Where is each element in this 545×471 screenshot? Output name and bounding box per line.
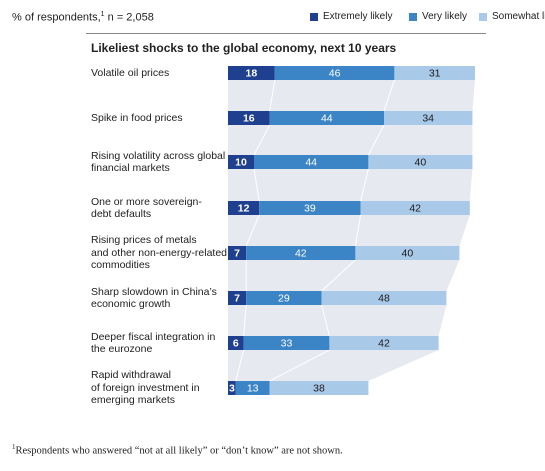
category-label-line: debt defaults xyxy=(91,208,152,220)
bar-segment xyxy=(228,291,247,305)
category-label-line: economic growth xyxy=(91,298,171,310)
legend-swatch xyxy=(479,12,487,21)
category-label-line: One or more sovereign- xyxy=(91,195,202,208)
category-label: Sharp slowdown in China’s economic growth xyxy=(91,286,231,311)
legend-item-very-likely: Very likely xyxy=(409,11,467,22)
category-label-line: financial markets xyxy=(91,162,170,174)
category-label-line: Spike in food prices xyxy=(91,111,183,124)
data-label: 34 xyxy=(422,113,434,125)
data-label: 48 xyxy=(378,293,390,305)
data-label: 18 xyxy=(246,68,258,80)
data-label: 38 xyxy=(313,383,325,395)
data-label: 3 xyxy=(229,383,235,395)
bar-segment xyxy=(246,246,356,260)
bar-segment xyxy=(259,201,361,215)
category-label-line: Rising volatility across global xyxy=(91,149,226,162)
legend-label: Very likely xyxy=(422,11,468,22)
legend-label: Extremely likely xyxy=(323,11,393,22)
data-label: 44 xyxy=(321,113,333,125)
category-label-line: Volatile oil prices xyxy=(91,66,170,79)
legend-label: Somewhat likely xyxy=(492,11,545,22)
data-label: 10 xyxy=(235,157,247,169)
category-label-line: Sharp slowdown in China’s xyxy=(91,285,217,298)
data-label: 31 xyxy=(429,68,441,80)
bar-segment xyxy=(228,381,236,395)
legend-item-extremely-likely: Extremely likely xyxy=(310,11,392,22)
footnote: 1Respondents who answered “not at all li… xyxy=(12,443,343,457)
legend-swatch xyxy=(409,12,417,21)
footnote-number: 1 xyxy=(12,443,16,451)
sample-size: n = 2,058 xyxy=(107,11,154,24)
legend-swatch xyxy=(310,12,318,21)
bar-segment xyxy=(235,381,270,395)
category-label-line: Deeper fiscal integration in xyxy=(91,330,216,343)
data-label: 40 xyxy=(415,157,427,169)
bar-segment xyxy=(329,336,439,350)
bar-segment xyxy=(355,246,460,260)
category-label-line: emerging markets xyxy=(91,394,176,407)
bar-segment xyxy=(360,201,470,215)
category-label-line: and other non-energy-related xyxy=(91,246,228,259)
data-label: 42 xyxy=(295,248,307,260)
bar-segment xyxy=(269,111,384,125)
data-label: 46 xyxy=(329,68,341,80)
bar-segment xyxy=(228,66,275,80)
bar-segment xyxy=(384,111,473,125)
bar-segment xyxy=(254,155,369,169)
title-rule xyxy=(86,33,486,34)
respondents-label: % of respondents, xyxy=(12,11,101,24)
category-label-line: the eurozone xyxy=(91,343,153,355)
bar-segment xyxy=(274,66,395,80)
category-label-line: of foreign investment in xyxy=(91,381,200,394)
data-label: 44 xyxy=(305,157,317,169)
data-label: 39 xyxy=(304,203,316,215)
data-label: 12 xyxy=(238,203,250,215)
data-label: 33 xyxy=(281,338,293,350)
category-label-line: commodities xyxy=(91,259,150,272)
bar-segment xyxy=(246,291,322,305)
category-label-line: Rising prices of metals xyxy=(91,234,197,247)
bar-segment xyxy=(394,66,475,80)
bar-segment xyxy=(269,381,369,395)
category-label-line: Rapid withdrawal xyxy=(91,369,171,382)
category-label: Rising prices of metals and other non-ene… xyxy=(91,234,231,272)
data-label: 13 xyxy=(247,383,259,395)
chart-title: Likeliest shocks to the global economy, … xyxy=(91,41,397,55)
bar-segment xyxy=(228,246,247,260)
bar-segment xyxy=(228,155,254,169)
bar-segment xyxy=(228,201,260,215)
data-label: 6 xyxy=(233,338,239,350)
data-label: 16 xyxy=(243,113,255,125)
bar-segment xyxy=(321,291,447,305)
bar-segment xyxy=(243,336,330,350)
bar-segment xyxy=(228,111,270,125)
data-label: 29 xyxy=(278,293,290,305)
footnote-text: Respondents who answered “not at all lik… xyxy=(15,445,343,457)
data-label: 42 xyxy=(409,203,421,215)
data-label: 42 xyxy=(378,338,390,350)
bar-segment xyxy=(228,336,244,350)
data-label: 7 xyxy=(234,293,240,305)
data-label: 40 xyxy=(402,248,414,260)
bar-segment xyxy=(368,155,473,169)
category-label: One or more sovereign-debt defaults xyxy=(91,196,231,221)
total-band xyxy=(228,66,475,395)
data-label: 7 xyxy=(234,248,240,260)
legend-item-somewhat-likely: Somewhat likely xyxy=(479,11,545,22)
category-label: Volatile oil prices xyxy=(91,67,231,80)
respondents-note: % of respondents,1 n = 2,058 xyxy=(12,11,154,24)
category-label: Rising volatility across global financial… xyxy=(91,150,231,175)
category-label: Rapid withdrawal of foreign investment in… xyxy=(91,369,231,407)
category-label: Deeper fiscal integration in the eurozone xyxy=(91,331,231,356)
footnote-marker: 1 xyxy=(100,11,105,18)
category-label: Spike in food prices xyxy=(91,112,231,125)
